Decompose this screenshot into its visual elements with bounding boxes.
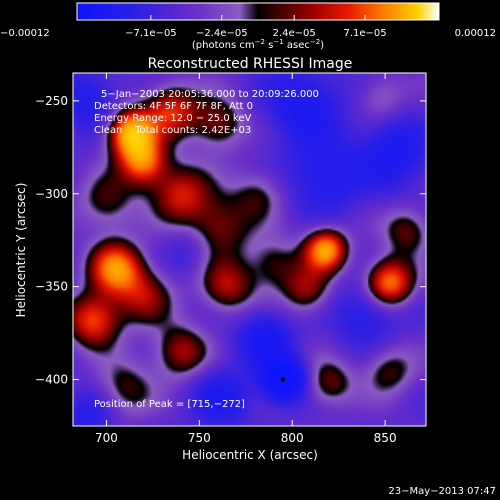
y-tick-label: −250 [35, 94, 68, 108]
colorbar-tick-label: −0.00012 [0, 28, 50, 39]
annotation-time-range: 5−Jan−2003 20:05:36.000 to 20:09:26.000 [101, 89, 319, 100]
colorbar-tick-label: 7.1e−05 [344, 28, 387, 39]
colorbar-tick-label: −7.1e−05 [125, 28, 177, 39]
colorbar-tick-label: 2.4e−05 [273, 28, 316, 39]
x-tick-label: 800 [281, 431, 304, 445]
x-tick-label: 850 [374, 431, 397, 445]
plot-frame [72, 72, 427, 427]
y-axis-ticks [73, 100, 426, 381]
annotation-detectors: Detectors: 4F 5F 6F 7F 8F, Att 0 [94, 101, 253, 112]
chart-title: Reconstructed RHESSI Image [148, 56, 353, 72]
peak-marker [280, 377, 286, 382]
x-axis-tick-labels: 700 750 800 850 [95, 431, 397, 445]
colorbar-unit: (photons cm−2 s−1 asec−2) [192, 38, 324, 51]
colorbar-tick-label: 0.00012 [455, 28, 496, 39]
x-tick-label: 750 [188, 431, 211, 445]
y-axis-tick-labels: −250 −300 −350 −400 [35, 94, 68, 387]
x-axis-ticks [105, 73, 386, 426]
x-tick-label: 700 [95, 431, 118, 445]
peak-position-label: Position of Peak = [715,−272] [94, 399, 245, 410]
y-tick-label: −300 [35, 187, 68, 201]
x-axis-title: Heliocentric X (arcsec) [182, 448, 318, 462]
colorbar [76, 2, 440, 21]
colorbar-tick-labels: −0.00012 −7.1e−05 −2.4e−05 2.4e−05 7.1e−05 0.… [0, 28, 496, 39]
colorbar-ticks [76, 15, 440, 20]
colorbar-tick-label: −2.4e−05 [196, 28, 248, 39]
footer-timestamp: 23−May−2013 07:47 [388, 486, 496, 497]
heatmap-image [73, 73, 426, 426]
annotation-clean-counts: Clean Total counts: 2.42E+03 [94, 125, 251, 136]
y-tick-label: −350 [35, 280, 68, 294]
y-tick-label: −400 [35, 373, 68, 387]
y-axis-title: Heliocentric Y (arcsec) [14, 183, 28, 318]
annotation-energy-range: Energy Range: 12.0 − 25.0 keV [94, 113, 251, 124]
